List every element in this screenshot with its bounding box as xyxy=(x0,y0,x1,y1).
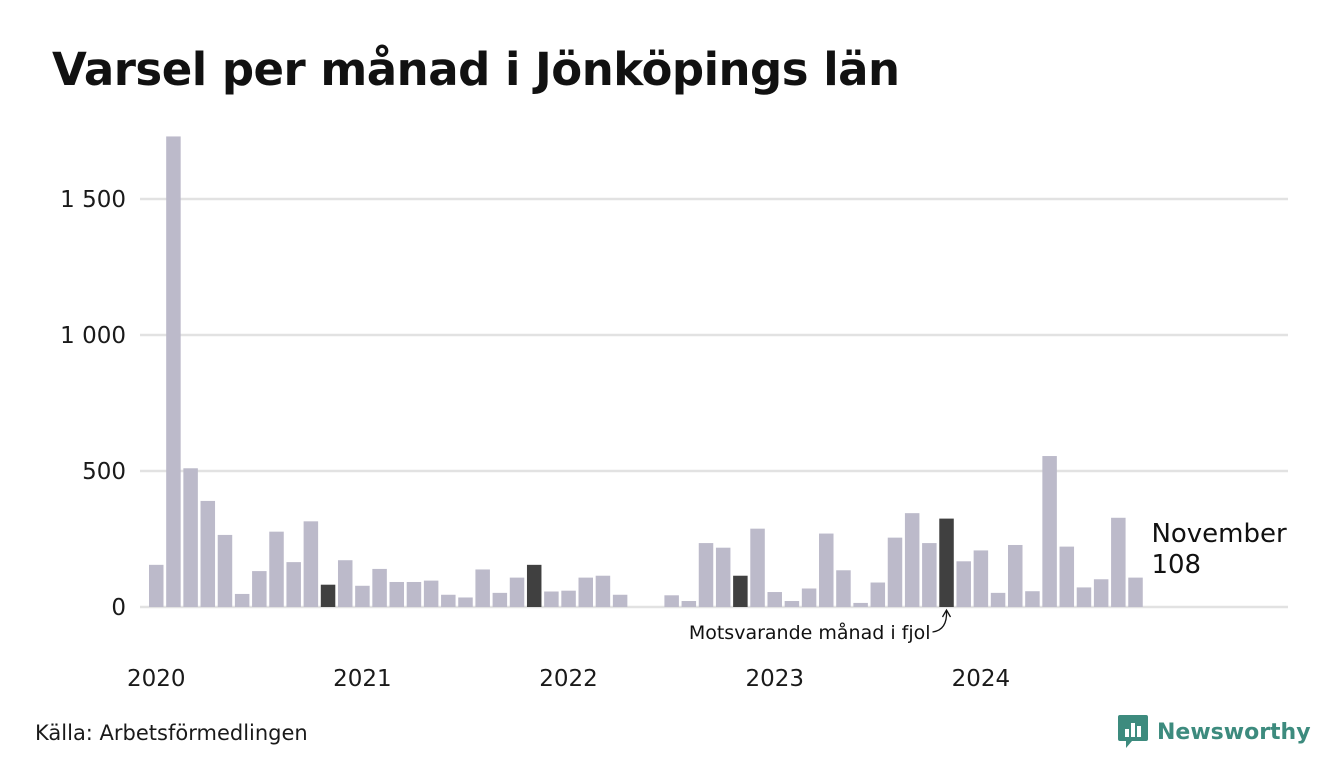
bar xyxy=(492,592,508,607)
current-value-label: 108 xyxy=(1151,550,1201,580)
bar-previous-year xyxy=(733,575,748,607)
bar xyxy=(1093,579,1109,607)
bar xyxy=(509,577,525,607)
bar xyxy=(715,547,731,607)
bar xyxy=(286,562,301,607)
annotation-arrowhead xyxy=(941,608,952,618)
bar xyxy=(269,531,284,607)
bar xyxy=(544,591,559,607)
bar xyxy=(836,570,851,607)
bar xyxy=(406,581,422,607)
y-tick-label: 1 500 xyxy=(60,187,126,213)
x-tick-label: 2023 xyxy=(745,666,804,692)
bar xyxy=(767,592,782,607)
bar xyxy=(441,594,456,607)
bar xyxy=(458,597,473,607)
bar xyxy=(990,592,1006,607)
bar xyxy=(956,561,971,607)
y-tick-label: 0 xyxy=(111,595,126,621)
bar-previous-year xyxy=(526,564,542,607)
bar xyxy=(904,513,920,607)
x-tick-label: 2020 xyxy=(127,666,186,692)
bar xyxy=(1025,591,1040,607)
annotation-arrow xyxy=(932,610,948,633)
bar xyxy=(217,534,233,607)
bar xyxy=(1008,544,1023,607)
bar xyxy=(200,500,216,607)
y-tick-label: 1 000 xyxy=(60,323,126,349)
bar-chart: 0 500 1 000 1 500 2020 2021 2022 2023 2024 Nove… xyxy=(60,136,1288,692)
bar xyxy=(234,593,250,607)
bar xyxy=(1042,456,1057,607)
x-tick-label: 2021 xyxy=(333,666,392,692)
previous-year-annotation: Motsvarande månad i fjol xyxy=(689,621,931,644)
bar xyxy=(612,594,628,607)
bar-previous-year xyxy=(939,518,954,607)
x-tick-label: 2022 xyxy=(539,666,598,692)
bar xyxy=(337,560,353,607)
newsworthy-logo-icon xyxy=(1118,715,1148,748)
bar xyxy=(1076,587,1092,607)
bar xyxy=(595,575,611,607)
bar xyxy=(681,601,697,607)
x-tick-label: 2024 xyxy=(952,666,1011,692)
bar xyxy=(166,136,181,607)
bar xyxy=(252,571,267,607)
y-tick-label: 500 xyxy=(82,459,126,485)
bar xyxy=(870,582,886,607)
bar xyxy=(1111,517,1126,607)
source-label: Källa: Arbetsförmedlingen xyxy=(35,721,308,745)
bar xyxy=(819,533,834,607)
bar xyxy=(389,581,405,607)
bar xyxy=(922,543,937,607)
bar xyxy=(664,595,679,607)
brand-logo: Newsworthy xyxy=(1117,712,1311,752)
bar xyxy=(475,569,490,607)
bar xyxy=(784,601,800,607)
bar xyxy=(853,602,868,607)
x-axis-labels: 2020 2021 2022 2023 2024 xyxy=(127,666,1010,692)
bar-previous-year xyxy=(320,584,336,607)
bar xyxy=(578,577,593,607)
bar xyxy=(1059,546,1075,607)
bar xyxy=(973,550,989,607)
bar xyxy=(355,585,370,607)
chart-title: Varsel per månad i Jönköpings län xyxy=(52,43,900,96)
bar xyxy=(801,588,817,607)
y-axis-labels: 0 500 1 000 1 500 xyxy=(60,187,126,621)
bar xyxy=(698,543,714,607)
bar xyxy=(183,468,198,607)
brand-name: Newsworthy xyxy=(1157,719,1311,745)
bar xyxy=(303,521,319,607)
bar xyxy=(149,564,164,607)
bar xyxy=(750,528,765,607)
bar xyxy=(561,590,576,607)
bars xyxy=(149,136,1143,607)
current-month-label: November xyxy=(1151,519,1287,549)
bar xyxy=(372,568,387,607)
bar xyxy=(887,537,903,607)
bar xyxy=(1128,577,1143,607)
bar xyxy=(423,580,439,607)
